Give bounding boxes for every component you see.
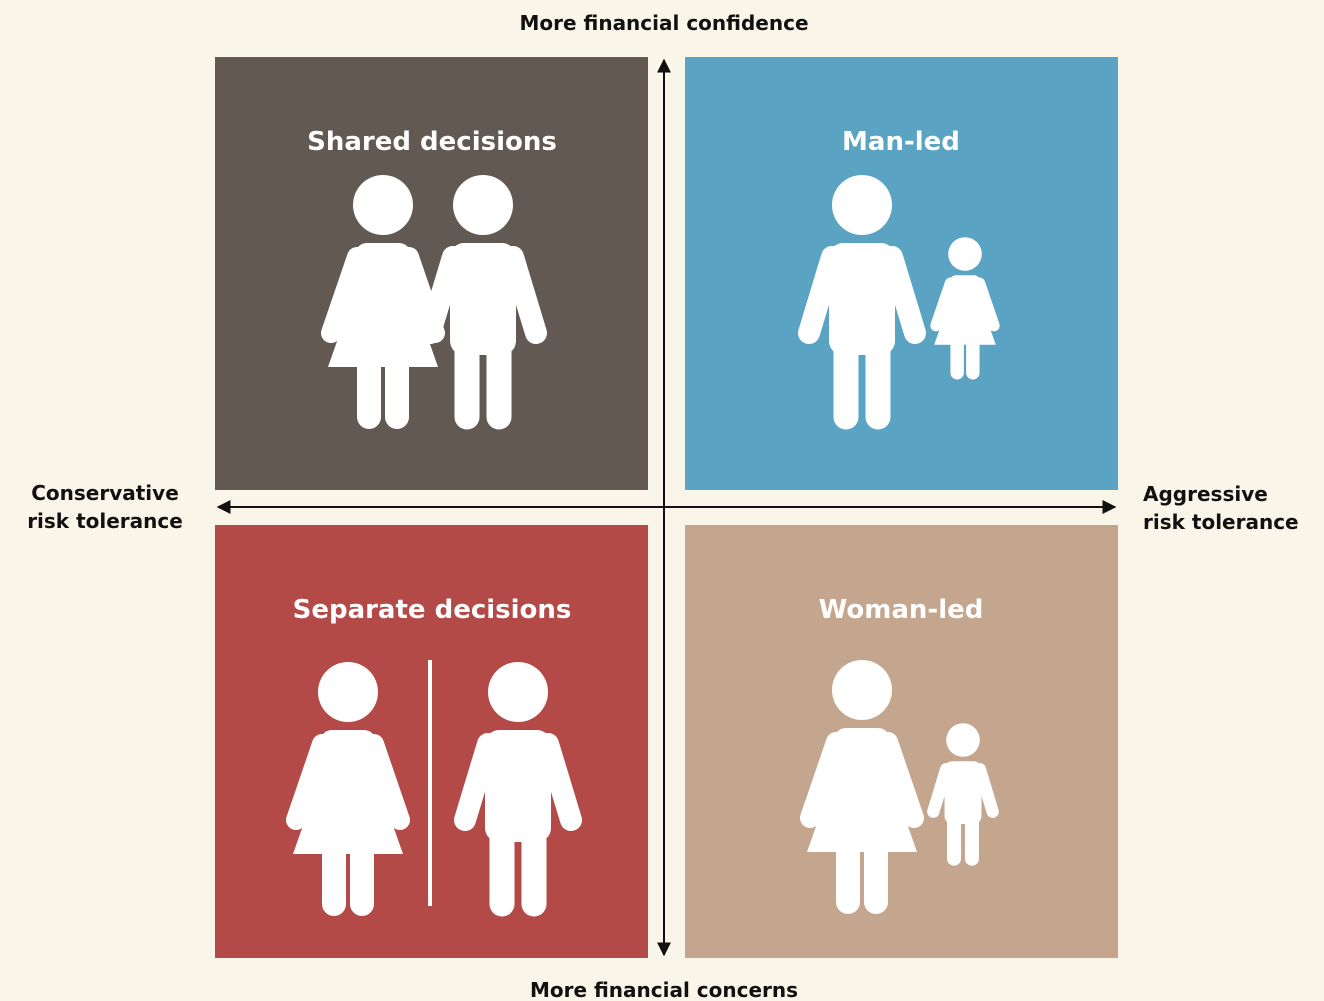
quadrant-label: Woman-led (819, 595, 984, 625)
axis-left: Conservative (31, 481, 179, 505)
axis-left: risk tolerance (27, 509, 183, 533)
quadrant (215, 57, 648, 490)
axis-right: risk tolerance (1143, 510, 1299, 534)
axis-right: Aggressive (1143, 482, 1268, 506)
axis-bottom: More financial concerns (530, 978, 798, 1001)
quadrant-label: Man-led (842, 127, 960, 157)
axis-top: More financial confidence (519, 11, 808, 35)
quadrant-label: Separate decisions (293, 595, 572, 625)
quadrant-label: Shared decisions (307, 127, 557, 157)
quadrant (685, 525, 1118, 958)
